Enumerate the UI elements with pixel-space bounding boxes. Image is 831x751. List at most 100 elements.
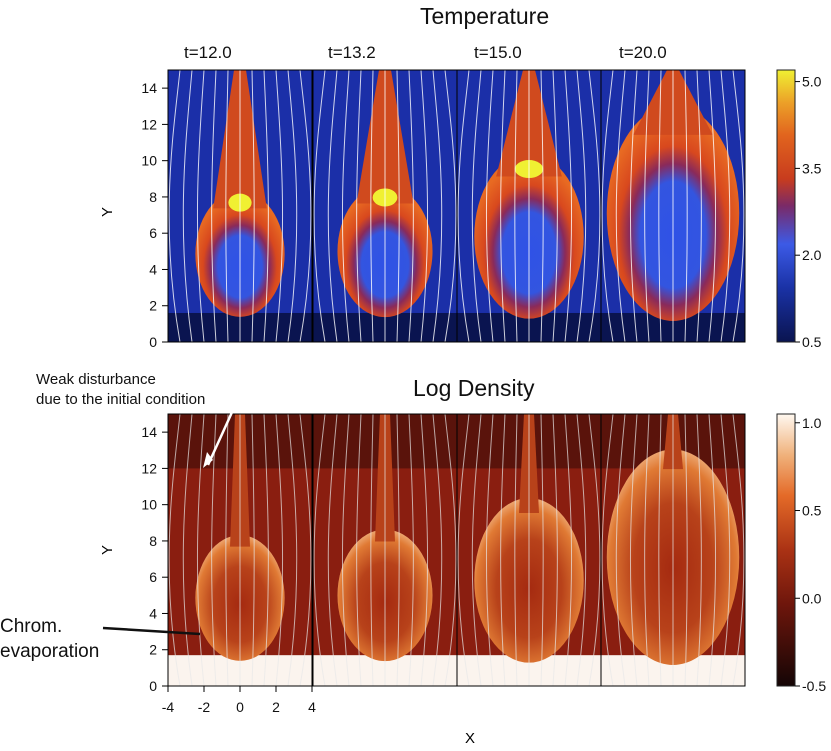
density-colorbar-ticks: 1.0 0.5 0.0 -0.5 xyxy=(795,415,826,694)
temperature-title: Temperature xyxy=(420,3,550,29)
chrom-line2: evaporation xyxy=(0,641,100,662)
temperature-field-line xyxy=(408,69,414,343)
density-panel-frame xyxy=(600,413,746,687)
temperature-field-line xyxy=(658,69,662,343)
density-field-line xyxy=(396,413,400,687)
x-tick-label: -2 xyxy=(198,699,211,715)
temperature-field-line xyxy=(708,69,717,343)
temperature-field-line xyxy=(196,69,205,343)
colorbar-tick-label: 5.0 xyxy=(802,74,822,90)
x-axis-label: X xyxy=(465,730,475,747)
density-field-line xyxy=(182,413,193,687)
temperature-panel-3 xyxy=(456,69,602,343)
density-field-line xyxy=(658,413,662,687)
y-tick-label: 4 xyxy=(149,261,157,277)
colorbar-tick-label: -0.5 xyxy=(802,678,826,694)
time-label-2: t=13.2 xyxy=(328,43,376,62)
temperature-field-line xyxy=(500,69,506,343)
density-field-line xyxy=(168,413,181,687)
disturbance-arrow xyxy=(206,409,235,466)
temperature-field-line xyxy=(444,69,457,343)
temperature-field-line xyxy=(696,69,702,343)
y-tick-label: 10 xyxy=(141,153,157,169)
temperature-field-line xyxy=(356,69,362,343)
y-tick-label: 8 xyxy=(149,189,157,205)
y-tick-label: 12 xyxy=(141,460,157,476)
temperature-field-line xyxy=(552,69,558,343)
temperature-field-line xyxy=(432,69,443,343)
density-field-line xyxy=(644,413,650,687)
density-panels xyxy=(167,413,746,687)
temperature-field-line xyxy=(313,69,326,343)
time-label-1: t=12.0 xyxy=(184,43,232,62)
temperature-field-line xyxy=(588,69,601,343)
density-field-line xyxy=(313,413,326,687)
x-ticks: -4 -2 0 2 4 xyxy=(162,686,316,715)
density-field-line xyxy=(629,413,638,687)
x-tick-label: 4 xyxy=(308,699,316,715)
density-field-line xyxy=(500,413,506,687)
colorbar-tick-label: 0.5 xyxy=(802,503,822,519)
density-field-line xyxy=(576,413,587,687)
temperature-field-line xyxy=(540,69,544,343)
temp-y-axis-label: Y xyxy=(99,207,116,217)
density-field-line xyxy=(263,413,269,687)
density-field-line xyxy=(720,413,731,687)
density-field-line xyxy=(601,413,614,687)
temperature-field-line xyxy=(182,69,193,343)
density-field-line xyxy=(552,413,558,687)
y-tick-label: 4 xyxy=(149,605,157,621)
temperature-field-line xyxy=(615,69,626,343)
density-field-line xyxy=(211,413,217,687)
temperature-field-line xyxy=(211,69,217,343)
temperature-field-line xyxy=(732,69,745,343)
y-tick-label: 12 xyxy=(141,116,157,132)
y-tick-label: 8 xyxy=(149,533,157,549)
temperature-field-line xyxy=(370,69,374,343)
temperature-field-line xyxy=(168,69,181,343)
density-colorbar xyxy=(776,413,796,687)
density-field-line xyxy=(732,413,745,687)
y-tick-label: 6 xyxy=(149,225,157,241)
x-tick-label: 0 xyxy=(236,699,244,715)
temperature-field-line xyxy=(251,69,255,343)
temperature-panel-frame xyxy=(167,69,313,343)
chrom-evaporation-annotation: Chrom. evaporation xyxy=(0,614,99,664)
temperature-field-line xyxy=(601,69,614,343)
temperature-field-line xyxy=(341,69,350,343)
weak-disturbance-annotation: Weak disturbance due to the initial cond… xyxy=(36,370,205,410)
y-tick-label: 0 xyxy=(149,334,157,350)
density-field-line xyxy=(275,413,284,687)
weak-disturbance-line1: Weak disturbance xyxy=(36,371,156,388)
density-field-line xyxy=(708,413,717,687)
density-panel-1 xyxy=(167,413,313,687)
density-field-line xyxy=(588,413,601,687)
temperature-field-line xyxy=(576,69,587,343)
temperature-panel-4 xyxy=(600,69,746,343)
temperature-panel-2 xyxy=(312,69,458,343)
density-field-line xyxy=(540,413,544,687)
colorbar-tick-label: 3.5 xyxy=(802,160,822,176)
time-label-4: t=20.0 xyxy=(619,43,667,62)
temperature-field-line xyxy=(396,69,400,343)
y-tick-label: 6 xyxy=(149,569,157,585)
y-tick-label: 2 xyxy=(149,642,157,658)
temperature-panel-1 xyxy=(167,69,313,343)
temperature-field-line xyxy=(629,69,638,343)
density-field-line xyxy=(287,413,298,687)
temperature-panel-frame xyxy=(600,69,746,343)
y-tick-label: 14 xyxy=(141,80,157,96)
density-field-line xyxy=(444,413,457,687)
density-field-line xyxy=(196,413,205,687)
temperature-panels xyxy=(167,69,746,343)
time-label-3: t=15.0 xyxy=(474,43,522,62)
density-field-line xyxy=(514,413,518,687)
colorbar-tick-label: 0.5 xyxy=(802,334,822,350)
y-tick-label: 0 xyxy=(149,678,157,694)
chrom-pointer-line xyxy=(102,626,201,636)
density-field-line xyxy=(432,413,443,687)
disturbance-arrow-head xyxy=(203,452,213,468)
y-tick-label: 10 xyxy=(141,497,157,513)
temperature-field-line xyxy=(287,69,298,343)
